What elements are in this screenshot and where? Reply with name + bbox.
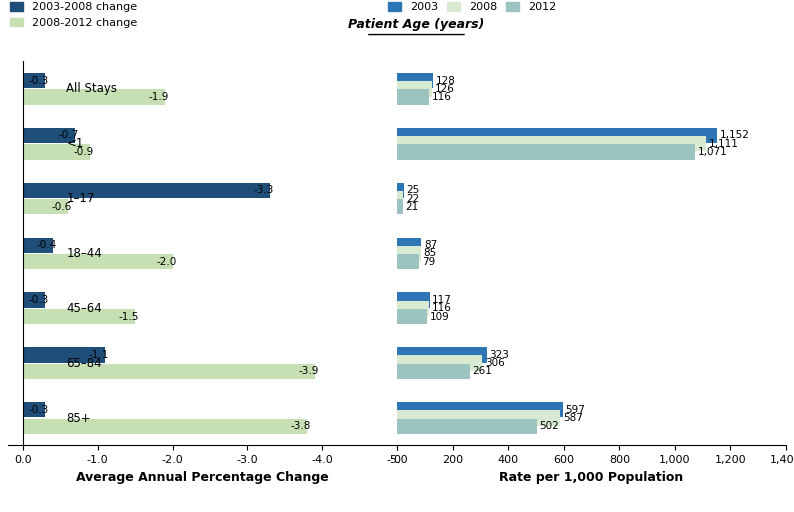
Text: All Stays: All Stays bbox=[66, 82, 118, 95]
Bar bbox=[23, 238, 53, 253]
Bar bbox=[23, 73, 45, 88]
X-axis label: Rate per 1,000 Population: Rate per 1,000 Population bbox=[499, 471, 684, 484]
Text: 126: 126 bbox=[435, 84, 455, 94]
Bar bbox=[397, 301, 430, 316]
Bar bbox=[397, 199, 403, 215]
Bar bbox=[397, 402, 563, 417]
Text: 502: 502 bbox=[539, 421, 559, 431]
Bar bbox=[23, 199, 67, 215]
Bar bbox=[397, 136, 706, 152]
Text: 306: 306 bbox=[485, 358, 504, 368]
Text: -3.8: -3.8 bbox=[291, 421, 311, 431]
Text: 597: 597 bbox=[565, 405, 585, 415]
Text: 128: 128 bbox=[435, 76, 455, 86]
Text: 87: 87 bbox=[424, 240, 437, 250]
Text: -0.4: -0.4 bbox=[37, 240, 56, 250]
X-axis label: Average Annual Percentage Change: Average Annual Percentage Change bbox=[76, 471, 329, 484]
Text: -0.3: -0.3 bbox=[29, 405, 49, 415]
Text: -3.3: -3.3 bbox=[253, 185, 274, 196]
Text: 587: 587 bbox=[563, 413, 583, 423]
Text: 116: 116 bbox=[432, 92, 452, 102]
Text: -0.3: -0.3 bbox=[29, 295, 49, 305]
Bar bbox=[397, 347, 487, 362]
Bar bbox=[397, 309, 427, 324]
Text: 79: 79 bbox=[422, 257, 435, 267]
Bar bbox=[397, 254, 419, 269]
Legend: 2003, 2008, 2012: 2003, 2008, 2012 bbox=[383, 0, 561, 17]
Text: -2.0: -2.0 bbox=[156, 257, 176, 267]
Text: 85+: 85+ bbox=[66, 412, 91, 424]
Bar bbox=[23, 402, 45, 417]
Bar bbox=[23, 364, 314, 379]
Bar bbox=[397, 144, 695, 160]
Bar bbox=[23, 144, 91, 160]
Bar bbox=[23, 254, 172, 269]
Bar bbox=[23, 90, 165, 105]
Text: 261: 261 bbox=[472, 367, 492, 376]
Bar bbox=[397, 191, 403, 206]
Text: -0.6: -0.6 bbox=[52, 202, 71, 212]
Text: -3.9: -3.9 bbox=[298, 367, 318, 376]
Text: 21: 21 bbox=[406, 202, 419, 212]
Text: 1–17: 1–17 bbox=[66, 192, 94, 205]
Text: 1,111: 1,111 bbox=[708, 139, 738, 148]
Text: 45–64: 45–64 bbox=[66, 302, 102, 315]
Text: -1.9: -1.9 bbox=[148, 92, 169, 102]
Text: 323: 323 bbox=[490, 350, 510, 360]
Text: -0.9: -0.9 bbox=[74, 147, 94, 157]
Text: 1,071: 1,071 bbox=[697, 147, 727, 157]
Bar bbox=[397, 73, 433, 88]
Legend: 2003-2008 change, 2008-2012 change: 2003-2008 change, 2008-2012 change bbox=[6, 0, 142, 33]
Bar bbox=[397, 128, 717, 143]
Bar bbox=[397, 183, 404, 198]
Text: -0.7: -0.7 bbox=[59, 131, 79, 140]
Bar bbox=[397, 246, 421, 261]
Bar bbox=[397, 410, 560, 425]
Text: -1.1: -1.1 bbox=[89, 350, 109, 360]
Bar bbox=[397, 419, 537, 434]
Bar bbox=[23, 183, 270, 198]
Text: 25: 25 bbox=[407, 185, 420, 196]
Bar bbox=[397, 364, 469, 379]
Text: <1: <1 bbox=[66, 137, 83, 150]
Text: -1.5: -1.5 bbox=[118, 311, 139, 322]
Bar bbox=[23, 128, 75, 143]
Bar bbox=[397, 238, 421, 253]
Bar bbox=[23, 309, 135, 324]
Bar bbox=[23, 419, 307, 434]
Bar bbox=[397, 81, 432, 97]
Text: 18–44: 18–44 bbox=[66, 247, 102, 260]
Text: 65–84: 65–84 bbox=[66, 357, 102, 370]
Text: 22: 22 bbox=[406, 194, 419, 204]
Text: 109: 109 bbox=[430, 311, 450, 322]
Text: -0.3: -0.3 bbox=[29, 76, 49, 86]
Text: Patient Age (years): Patient Age (years) bbox=[349, 18, 484, 31]
Text: 116: 116 bbox=[432, 303, 452, 313]
Text: 117: 117 bbox=[432, 295, 452, 305]
Text: 85: 85 bbox=[423, 248, 437, 259]
Bar bbox=[397, 355, 482, 371]
Bar bbox=[23, 292, 45, 308]
Bar bbox=[397, 90, 430, 105]
Text: 1,152: 1,152 bbox=[720, 131, 750, 140]
Bar bbox=[23, 347, 105, 362]
Bar bbox=[397, 292, 430, 308]
